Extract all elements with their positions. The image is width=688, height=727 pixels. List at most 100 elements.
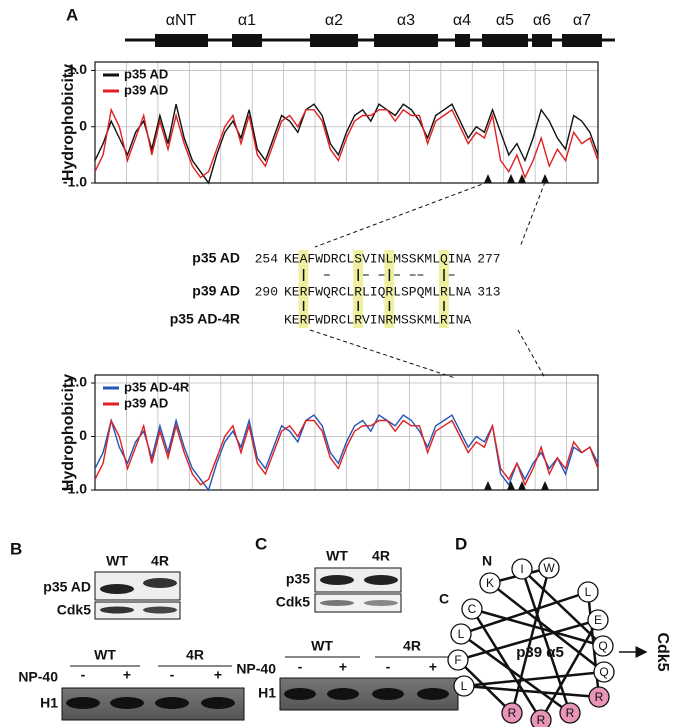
residue-circle [447,649,469,671]
residue: E [594,613,602,627]
panel-label: A [66,5,78,24]
plot-frame [94,61,599,184]
residue-circle [587,609,609,631]
helix-label: α2 [325,12,343,29]
helix-label: α7 [573,12,591,29]
residue: L [458,627,465,641]
sequence: KERFWQRCLRLIQRLSPQMLRLNA [284,284,471,299]
helix-label: αNT [166,12,197,29]
residue-circle [559,702,581,724]
blot-label: Cdk5 [57,602,91,618]
plot-frame [94,374,599,491]
panel-label: B [10,539,22,558]
blots-c [279,567,459,711]
end-number: 313 [477,284,500,299]
c-terminus: C [439,591,449,607]
panel-label: C [255,534,267,553]
structure-labels: αNT α1 α2 α3 α4 α5 α6 α7 [166,12,591,29]
series-line [94,418,599,487]
y-tick-label: 1.0 [68,61,88,77]
arrowhead [541,481,549,490]
arrowhead [518,174,526,183]
blot-label: 4R [186,647,204,663]
blot-label: H1 [40,695,58,711]
sequence: KEAFWDRCLSVINLMSSKMLQINA [284,251,471,266]
highlight [298,250,309,328]
residue-circle [511,558,533,580]
helix-label: α5 [496,12,514,29]
residue: W [543,561,555,575]
legend-label: p39 AD [124,82,168,97]
y-tick-label: 1.0 [68,374,88,390]
residue-circle [577,581,599,603]
start-number: 254 [255,251,279,266]
arrowhead [507,481,515,490]
n-terminus: N [482,553,492,569]
residue-circle [453,675,475,697]
target-label: Cdk5 [654,632,671,671]
blot-label: + [214,667,222,683]
arrowhead [541,174,549,183]
blot-label: WT [106,553,128,569]
highlight [439,250,449,328]
blot-labels: WT 4R p35 AD Cdk5 WT 4R NP-40 - + - + H1 WT 4R p35 Cdk5… [18,548,437,711]
residue-circle [538,557,560,579]
residue: L [461,679,468,693]
blot-label: - [81,667,86,683]
residue-circle [479,572,501,594]
highlight [384,250,395,328]
blot-label: - [386,659,391,675]
arrowhead [484,174,492,183]
arrowhead [507,174,515,183]
residue: Q [598,639,607,653]
blot-label: NP-40 [236,661,276,677]
y-tick-label: -1.0 [63,174,87,190]
helix-label: α4 [453,12,471,29]
arrowhead [518,481,526,490]
residue-circle [450,623,472,645]
blot-label: Cdk5 [276,594,310,610]
residue: R [508,706,517,720]
blot-label: 4R [372,548,390,564]
residue: I [520,562,523,576]
helix-label: α6 [533,12,551,29]
blot-label: p35 [286,571,310,587]
series-line [94,103,599,185]
blot-label: 4R [403,638,421,654]
residue: K [486,576,494,590]
row-label: p35 AD [192,250,240,266]
residue: R [566,706,575,720]
helix-label: α3 [397,12,415,29]
y-tick-label: -1.0 [63,481,87,497]
row-label: p35 AD-4R [170,311,240,327]
legend-label: p39 AD [124,395,168,410]
residue: F [454,653,461,667]
sequence: KERFWDRCLRVINRMSSKMLRINA [284,312,471,327]
arrowhead [484,481,492,490]
y-axis-title: Hydrophobicity [60,374,77,491]
y-axis-title: Hydrophobicity [60,64,77,181]
blot-label: - [170,667,175,683]
structure-bar [125,34,615,47]
residue-circle [461,598,483,620]
blot-label: WT [311,638,333,654]
helix-name: p39 α5 [516,644,564,661]
blot-label: WT [94,647,116,663]
helix-label: α1 [238,12,256,29]
zoom-lines [309,181,546,379]
legend-label: p35 AD [124,66,168,81]
blot-label: + [339,659,347,675]
blot-label: 4R [151,553,169,569]
blot-label: H1 [258,685,276,701]
blot-label: + [123,667,131,683]
residue-circle [593,661,615,683]
y-tick-label: 0 [79,427,87,443]
blot-label: NP-40 [18,669,58,685]
end-number: 277 [477,251,500,266]
residue: C [468,602,477,616]
blot-label: p35 AD [43,579,91,595]
highlight [353,250,363,328]
blots-b [61,571,245,721]
